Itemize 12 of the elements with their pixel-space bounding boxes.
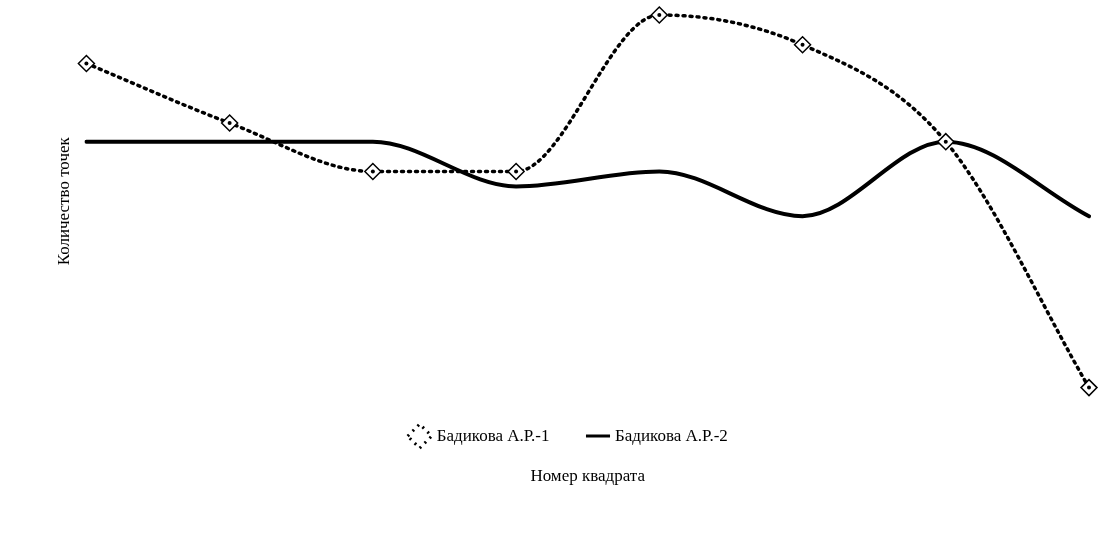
point [77,54,96,73]
point [793,36,812,54]
point [507,162,525,181]
point [364,162,382,181]
x-axis-title: Номер квадрата [530,466,646,486]
point [650,6,669,24]
legend-label: Бадикова А.Р.-2 [615,425,728,445]
point [220,114,239,132]
point [1080,378,1098,397]
y-axis-title: Количество точек [53,136,73,266]
legend-label: Бадикова А.Р.-1 [436,425,550,445]
point [937,132,955,151]
